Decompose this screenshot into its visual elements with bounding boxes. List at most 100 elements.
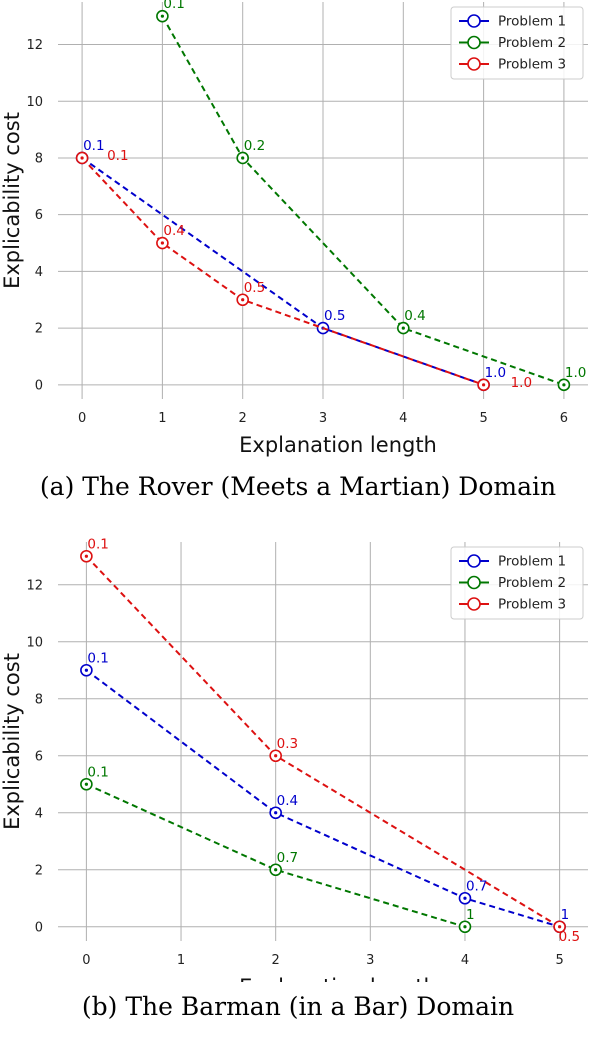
y-tick-label: 6 bbox=[35, 749, 43, 764]
data-label: 1.0 bbox=[565, 365, 586, 381]
data-point-center bbox=[274, 868, 278, 872]
data-point-center bbox=[401, 326, 405, 330]
data-label: 0.1 bbox=[83, 138, 104, 154]
legend-entry: Problem 2 bbox=[498, 575, 566, 591]
data-label: 0.7 bbox=[277, 850, 298, 866]
series-line bbox=[85, 669, 560, 928]
data-label: 0.4 bbox=[163, 223, 184, 239]
data-point-center bbox=[84, 668, 88, 672]
chart-panel-barman: 012345024681012Explanation lengthExplica… bbox=[0, 522, 596, 1045]
x-tick-label: 3 bbox=[319, 411, 327, 426]
legend-box bbox=[450, 6, 584, 80]
x-tick-label: 1 bbox=[158, 411, 166, 426]
series-3: 0.1 0.4 0.5 1.0 bbox=[75, 148, 532, 392]
data-label: 1.0 bbox=[485, 365, 506, 381]
data-label: 0.1 bbox=[163, 0, 184, 12]
legend-entry: Problem 2 bbox=[498, 35, 566, 51]
y-tick-label: 8 bbox=[35, 692, 43, 707]
y-tick-label: 6 bbox=[35, 208, 43, 223]
data-label: 0.3 bbox=[277, 736, 298, 752]
data-label: 0.7 bbox=[466, 878, 487, 894]
legend-entry: Problem 3 bbox=[498, 597, 566, 613]
x-tick-label: 2 bbox=[272, 953, 280, 968]
series-2: 0.1 0.2 0.4 1.0 bbox=[156, 0, 586, 392]
data-label: 0.1 bbox=[87, 536, 108, 552]
data-label: 0.1 bbox=[87, 764, 108, 780]
caption-barman: (b) The Barman (in a Bar) Domain bbox=[81, 992, 515, 1021]
legend-marker bbox=[467, 14, 481, 28]
x-tick-label: 0 bbox=[82, 953, 90, 968]
data-point-center bbox=[558, 925, 562, 929]
x-tick-label: 3 bbox=[366, 953, 374, 968]
legend-marker bbox=[467, 597, 481, 611]
x-tick-label: 0 bbox=[78, 411, 86, 426]
x-tick-label: 1 bbox=[177, 953, 185, 968]
y-tick-label: 12 bbox=[26, 578, 43, 593]
x-axis-title: Explanation length bbox=[239, 975, 437, 982]
x-tick-label: 5 bbox=[479, 411, 487, 426]
data-label: 0.5 bbox=[244, 280, 265, 296]
data-label: 0.5 bbox=[324, 308, 345, 324]
data-point-center bbox=[482, 383, 486, 387]
y-tick-label: 4 bbox=[35, 806, 43, 821]
y-tick-label: 0 bbox=[35, 378, 43, 393]
legend-box bbox=[450, 546, 584, 620]
y-axis-title: Explicability cost bbox=[0, 112, 24, 289]
series-1: 0.1 0.4 0.7 1 bbox=[80, 650, 570, 934]
series-1: 0.1 0.5 1.0 bbox=[75, 138, 506, 392]
data-point-center bbox=[463, 925, 467, 929]
line-chart-barman: 012345024681012Explanation lengthExplica… bbox=[0, 536, 588, 982]
data-point-center bbox=[84, 554, 88, 558]
legend: Problem 1 Problem 2 Problem 3 bbox=[450, 546, 584, 620]
y-tick-label: 0 bbox=[35, 920, 43, 935]
legend-marker bbox=[467, 57, 481, 71]
legend-entry: Problem 1 bbox=[498, 14, 566, 30]
data-label: 1 bbox=[561, 907, 570, 923]
series-line bbox=[161, 15, 565, 386]
data-point-center bbox=[160, 14, 164, 18]
y-tick-label: 2 bbox=[35, 863, 43, 878]
data-label: 0.4 bbox=[404, 308, 425, 324]
data-point-center bbox=[80, 156, 84, 160]
series-2: 0.1 0.7 1 bbox=[80, 764, 475, 934]
data-label: 0.1 bbox=[107, 148, 128, 164]
data-point-center bbox=[241, 298, 245, 302]
data-point-center bbox=[274, 754, 278, 758]
legend-marker bbox=[467, 575, 481, 590]
y-tick-label: 8 bbox=[35, 151, 43, 166]
data-label: 0.2 bbox=[244, 138, 265, 154]
data-point-center bbox=[241, 156, 245, 160]
chart-panel-rover: 0 1 2 3 4 5 6 0 2 4 6 8 10 12 Explanation length Explic… bbox=[0, 0, 596, 520]
y-axis-title: Explicability cost bbox=[0, 653, 24, 830]
y-tick-label: 4 bbox=[35, 265, 43, 280]
x-tick-label: 6 bbox=[560, 411, 568, 426]
x-tick-label: 2 bbox=[239, 411, 247, 426]
x-axis-title: Explanation length bbox=[239, 433, 437, 457]
caption-rover: (a) The Rover (Meets a Martian) Domain bbox=[39, 472, 557, 501]
x-tick-label: 4 bbox=[461, 953, 469, 968]
y-tick-label: 10 bbox=[26, 95, 43, 110]
legend-marker bbox=[467, 554, 481, 568]
data-label: 1 bbox=[466, 907, 475, 923]
data-label: 0.1 bbox=[87, 650, 108, 666]
data-label: 1.0 bbox=[511, 375, 532, 391]
data-label: 0.5 bbox=[559, 929, 580, 945]
series-line bbox=[81, 157, 484, 386]
x-tick-label: 4 bbox=[399, 411, 407, 426]
data-point-center bbox=[84, 782, 88, 786]
y-tick-label: 2 bbox=[35, 322, 43, 337]
data-point-center bbox=[463, 896, 467, 900]
data-point-center bbox=[274, 811, 278, 815]
y-tick-label: 12 bbox=[26, 38, 43, 53]
data-point-center bbox=[160, 241, 164, 245]
x-tick-label: 5 bbox=[555, 953, 563, 968]
legend: Problem 1 Problem 2 Problem 3 bbox=[450, 6, 584, 80]
data-label: 0.4 bbox=[277, 793, 298, 809]
series-3: 0.1 0.3 0.5 bbox=[80, 536, 580, 945]
legend-marker bbox=[467, 35, 481, 50]
data-point-center bbox=[562, 383, 566, 387]
legend-entry: Problem 3 bbox=[498, 57, 566, 73]
y-tick-label: 10 bbox=[26, 635, 43, 650]
legend-entry: Problem 1 bbox=[498, 554, 566, 570]
